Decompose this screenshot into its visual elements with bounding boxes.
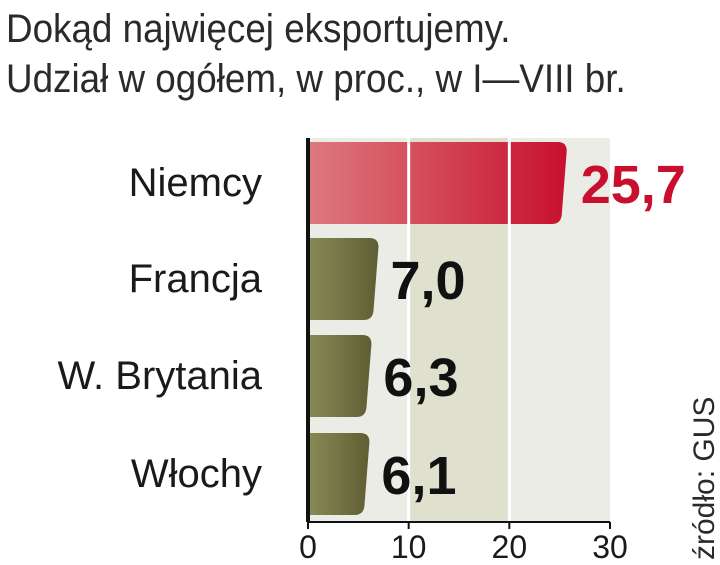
chart-title: Dokąd najwięcej eksportujemy. Udział w o… [6, 4, 626, 104]
category-label: W. Brytania [57, 354, 262, 398]
title-line-2: Udział w ogółem, w proc., w I—VIII br. [6, 57, 626, 101]
bar-w-brytania [308, 335, 372, 417]
x-tick-label: 30 [592, 529, 628, 565]
bar-w-ochy [308, 433, 370, 515]
category-label: Niemcy [129, 161, 262, 205]
value-label: 6,1 [381, 446, 456, 506]
value-label: 25,7 [581, 155, 686, 215]
title-line-1: Dokąd najwięcej eksportujemy. [6, 7, 511, 51]
bar-niemcy [308, 142, 567, 224]
source-note: źródło: GUS [688, 396, 720, 560]
x-tick-label: 0 [299, 529, 317, 565]
x-tick-label: 10 [391, 529, 427, 565]
category-label: Francja [129, 257, 263, 301]
value-label: 6,3 [383, 348, 458, 408]
x-tick-label: 20 [492, 529, 528, 565]
category-label: Włochy [131, 452, 262, 496]
value-label: 7,0 [390, 251, 465, 311]
bar-francja [308, 238, 379, 320]
